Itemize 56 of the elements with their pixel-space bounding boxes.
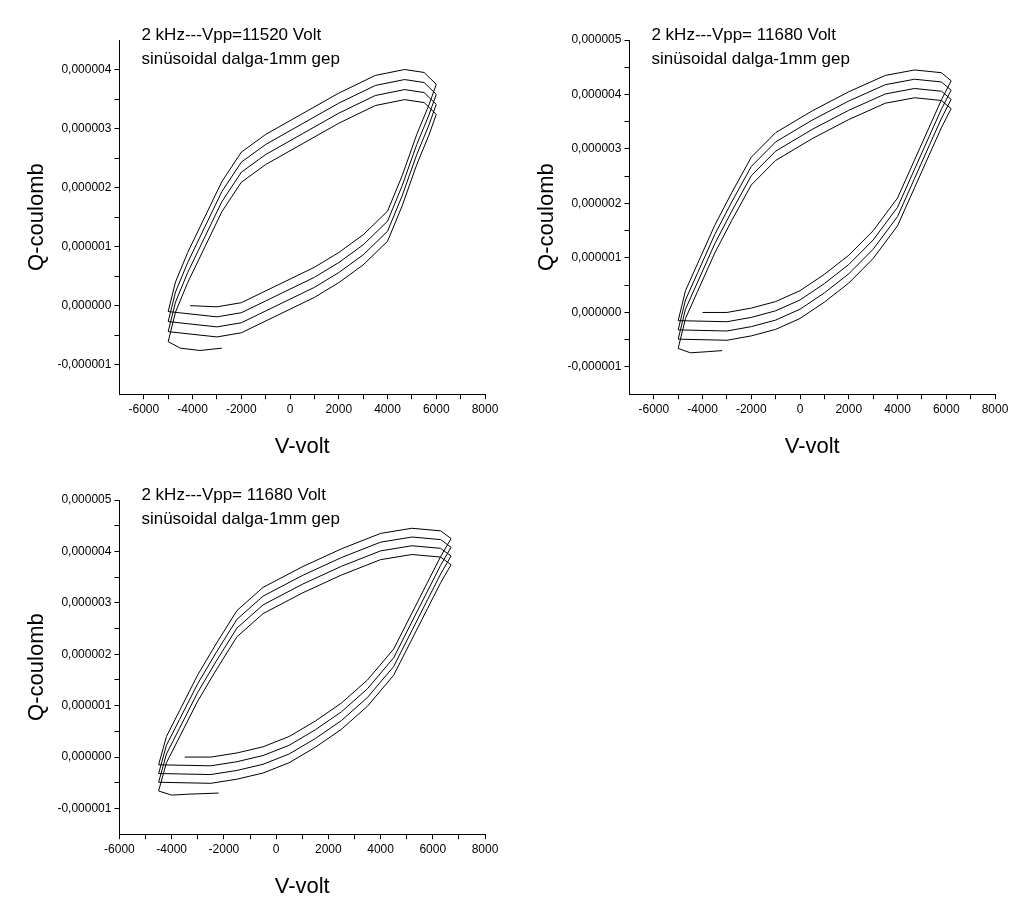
y-tick-label: 0,000003 <box>61 595 112 610</box>
y-axis-title: Q-coulomb <box>23 163 49 271</box>
x-tick-label: 6000 <box>419 841 447 856</box>
x-tick-label: -2000 <box>208 841 240 856</box>
x-tick-label: 4000 <box>884 401 912 416</box>
text: sinüsoidal dalga-1mm gep <box>651 48 850 70</box>
x-axis-title: V-volt <box>274 432 330 458</box>
chart-title: 2 kHz---Vpp= 11680 Volt <box>141 484 326 506</box>
y-tick-label: 0,000003 <box>61 120 112 135</box>
y-tick-label: 0,000004 <box>61 543 112 558</box>
x-tick-label: 4000 <box>367 841 395 856</box>
x-tick-label: -4000 <box>687 401 719 416</box>
x-tick-label: 2000 <box>325 401 353 416</box>
x-tick-label: 0 <box>272 841 280 856</box>
y-tick-label: 0,000001 <box>61 697 112 712</box>
x-tick-label: 0 <box>796 401 804 416</box>
chart-title: 2 kHz---Vpp=11520 Volt <box>141 24 322 46</box>
y-tick-label: 0,000002 <box>571 195 622 210</box>
x-tick-label: 6000 <box>422 401 450 416</box>
x-tick-label: 2000 <box>835 401 863 416</box>
x-tick-label: 4000 <box>374 401 402 416</box>
y-tick-label: 0,000002 <box>61 646 112 661</box>
y-tick-label: -0,000001 <box>57 800 112 815</box>
y-tick-label: 0,000000 <box>61 297 112 312</box>
y-tick-label: -0,000001 <box>567 359 622 374</box>
y-tick-label: 0,000005 <box>61 492 112 507</box>
x-tick-label: -6000 <box>104 841 136 856</box>
y-tick-label: 0,000004 <box>61 61 112 76</box>
x-tick-label: -2000 <box>735 401 767 416</box>
x-tick-label: -6000 <box>638 401 670 416</box>
y-axis-title: Q-coulomb <box>533 163 559 271</box>
y-tick-label: 0,000002 <box>61 179 112 194</box>
y-tick-label: 0,000000 <box>61 749 112 764</box>
y-tick-label: 0,000000 <box>571 304 622 319</box>
y-tick-label: -0,000001 <box>57 357 112 371</box>
x-tick-label: -4000 <box>156 841 188 856</box>
x-tick-label: 0 <box>286 401 294 416</box>
x-tick-label: -2000 <box>225 401 257 416</box>
y-tick-label: 0,000004 <box>571 86 622 101</box>
y-tick-label: 0,000001 <box>61 238 112 253</box>
text: sinüsoidal dalga-1mm gep <box>141 508 340 530</box>
y-axis-title: Q-coulomb <box>23 613 49 721</box>
x-tick-label: -6000 <box>128 401 160 416</box>
y-tick-label: 0,000003 <box>571 141 622 156</box>
x-tick-label: 2000 <box>314 841 342 856</box>
x-tick-label: 8000 <box>471 841 499 856</box>
x-tick-label: 8000 <box>471 401 499 416</box>
x-axis-title: V-volt <box>784 432 840 458</box>
text: sinüsoidal dalga-1mm gep <box>141 48 340 70</box>
x-tick-label: 8000 <box>981 401 1009 416</box>
x-tick-label: 6000 <box>932 401 960 416</box>
y-tick-label: 0,000001 <box>571 250 622 265</box>
x-axis-title: V-volt <box>274 872 330 898</box>
x-tick-label: -4000 <box>177 401 209 416</box>
chart-title: 2 kHz---Vpp= 11680 Volt <box>651 24 836 46</box>
y-tick-label: 0,000005 <box>571 32 622 47</box>
